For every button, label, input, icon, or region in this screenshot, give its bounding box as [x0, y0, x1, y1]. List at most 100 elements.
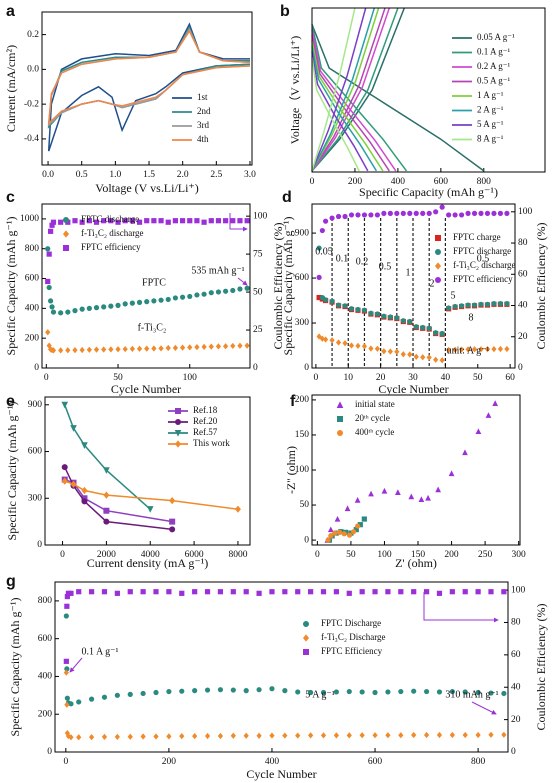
marker: [93, 305, 100, 311]
x-tick-label: 100: [377, 550, 392, 560]
x-tick-label: 300: [512, 550, 527, 560]
marker: [72, 218, 78, 224]
legend-swatch: [435, 277, 441, 283]
panel-label: e: [6, 393, 15, 410]
marker: [504, 345, 510, 353]
y-tick-label: 800: [38, 596, 53, 606]
marker: [342, 303, 348, 309]
marker: [439, 204, 445, 210]
marker: [215, 343, 222, 350]
marker: [333, 732, 339, 739]
marker: [308, 589, 314, 595]
marker: [471, 210, 478, 216]
legend-swatch: [435, 249, 441, 255]
marker: [425, 494, 431, 501]
marker: [237, 218, 243, 224]
plot-frame: [41, 11, 253, 166]
marker: [122, 345, 128, 353]
legend-label: FPTC efficiency: [81, 242, 141, 252]
legend-label: f-Ti₃C₂ discharge: [81, 228, 144, 238]
marker: [64, 666, 70, 672]
marker: [387, 314, 393, 320]
x-tick-label: 2000: [97, 550, 116, 560]
x-tick-label: 50: [113, 373, 123, 383]
marker: [334, 515, 341, 522]
marker: [497, 345, 504, 353]
series-line: [47, 22, 251, 152]
panel-label: b: [280, 3, 290, 20]
marker: [458, 212, 465, 218]
marker: [115, 302, 121, 308]
marker: [230, 287, 236, 294]
marker: [169, 526, 176, 533]
marker: [244, 342, 250, 349]
marker: [435, 486, 442, 493]
marker: [122, 301, 128, 307]
marker: [70, 480, 77, 488]
x-axis-label: Cycle Number: [111, 382, 181, 396]
legend-swatch: [175, 419, 181, 425]
marker: [333, 589, 339, 595]
legend-label: FPTC efficiency: [453, 274, 513, 284]
y-tick-label: 600: [25, 274, 40, 284]
marker: [488, 690, 494, 696]
marker: [151, 218, 157, 224]
annotation: 5 A g⁻¹: [305, 689, 334, 700]
marker: [144, 345, 150, 352]
marker: [348, 306, 355, 312]
marker: [201, 219, 207, 225]
marker: [351, 529, 357, 535]
x-tick-label: 3.0: [244, 170, 256, 180]
marker: [374, 345, 381, 352]
marker: [172, 344, 179, 351]
x-tick-label: 60: [505, 373, 515, 383]
legend-label: 5 A g⁻¹: [477, 119, 504, 129]
marker: [103, 507, 110, 514]
marker: [64, 695, 70, 701]
marker: [217, 687, 224, 693]
marker: [446, 305, 452, 311]
marker: [491, 210, 497, 216]
annotation: 5: [451, 290, 456, 301]
marker: [381, 487, 388, 494]
annotation: unit: A g⁻¹: [447, 345, 490, 356]
marker: [136, 345, 143, 352]
marker: [58, 219, 64, 225]
series-line: [311, 35, 390, 172]
marker: [140, 733, 146, 740]
marker: [114, 733, 120, 741]
marker: [295, 689, 301, 695]
marker: [449, 589, 455, 595]
x-tick-label: 200: [348, 177, 363, 187]
marker: [348, 212, 355, 218]
x-tick-label: 30: [408, 373, 418, 383]
y2-tick-label: 0: [511, 747, 516, 757]
marker: [63, 613, 69, 619]
marker: [348, 342, 355, 349]
marker: [169, 497, 176, 505]
y2-tick-label: 60: [511, 650, 521, 660]
marker: [244, 218, 250, 224]
x-tick-label: 400: [265, 757, 280, 767]
marker: [153, 589, 159, 595]
marker: [478, 346, 484, 353]
marker: [230, 342, 236, 350]
marker: [359, 732, 365, 739]
marker: [81, 442, 88, 449]
marker: [114, 590, 120, 596]
marker: [237, 342, 243, 349]
x-axis-label: Cycle Number: [246, 767, 316, 781]
y-tick-label: 400: [25, 304, 40, 314]
marker: [308, 689, 314, 696]
marker: [320, 689, 327, 696]
marker: [45, 246, 51, 252]
plot-area: [316, 204, 510, 364]
legend-label: 0.05 A g⁻¹: [477, 32, 515, 42]
marker: [387, 348, 393, 355]
marker: [179, 218, 186, 224]
marker: [158, 297, 164, 303]
marker: [108, 303, 114, 309]
marker: [61, 477, 68, 485]
legend-label: 2nd: [197, 106, 211, 116]
